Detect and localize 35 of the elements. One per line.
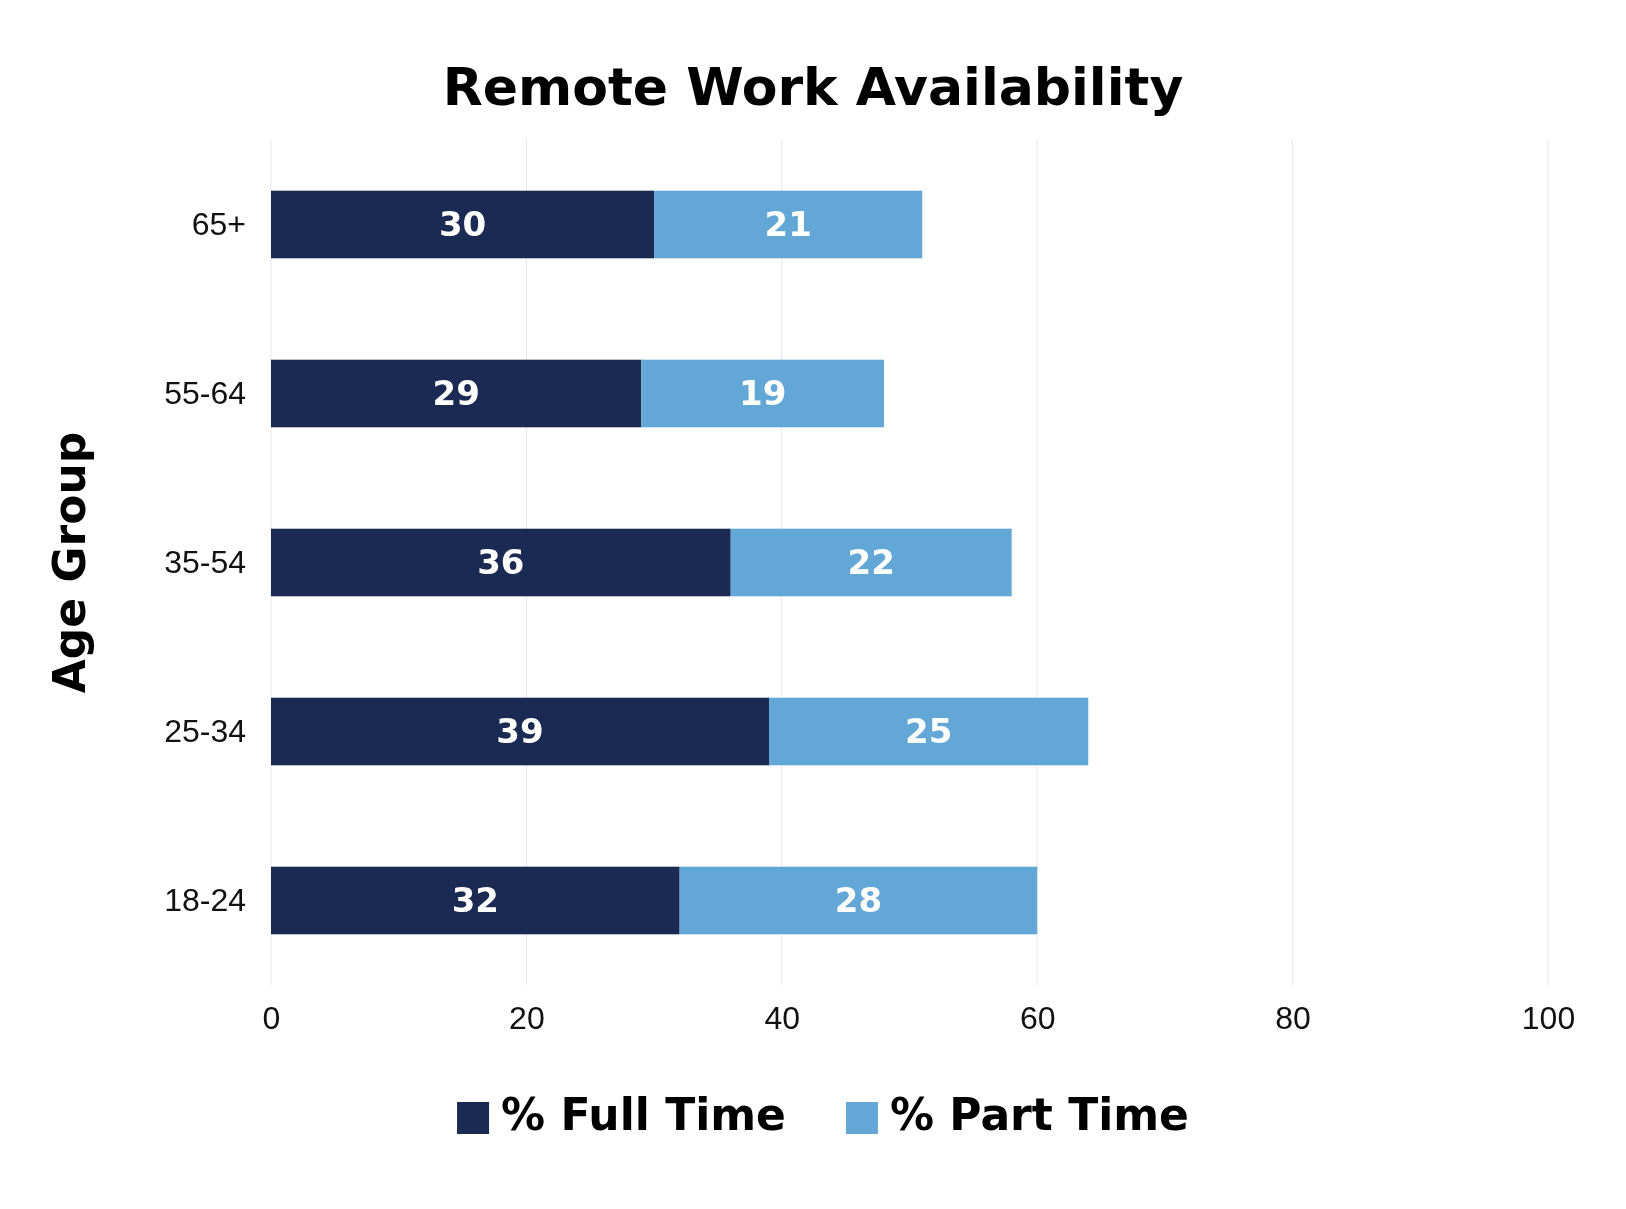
x-tick-label: 80 [1275, 999, 1311, 1036]
x-tick-label: 40 [764, 999, 801, 1036]
y-axis-title: Age Group [44, 431, 95, 694]
bar [679, 866, 1038, 935]
bar [271, 697, 770, 766]
bar [730, 528, 1012, 597]
chart-title: Remote Work Availability [442, 57, 1184, 117]
data-label: 21 [764, 204, 812, 245]
bar [271, 190, 655, 259]
data-label: 29 [432, 373, 480, 414]
y-tick-label: 25-34 [164, 712, 246, 749]
y-tick-label: 18-24 [164, 881, 246, 918]
x-tick-label: 20 [509, 999, 545, 1036]
data-label: 22 [847, 542, 895, 583]
x-tick-label: 0 [262, 999, 281, 1036]
y-tick-label: 35-54 [164, 543, 246, 580]
data-label: 39 [496, 711, 544, 752]
data-label: 32 [451, 880, 499, 921]
data-label: 19 [738, 373, 787, 414]
bar [769, 697, 1089, 766]
bar [641, 359, 884, 428]
data-label: 28 [834, 880, 883, 921]
data-label: 25 [904, 711, 953, 752]
bar [271, 359, 642, 428]
legend-label: % Part Time [889, 1089, 1189, 1140]
legend-label: % Full Time [501, 1089, 786, 1140]
bar [654, 190, 923, 259]
x-tick-label: 100 [1521, 999, 1576, 1036]
data-label: 30 [438, 204, 487, 245]
data-label: 36 [477, 542, 525, 583]
bar [271, 866, 680, 935]
bar [271, 528, 731, 597]
x-tick-label: 60 [1019, 999, 1056, 1036]
y-tick-label: 65+ [191, 205, 246, 242]
y-tick-label: 55-64 [164, 374, 246, 411]
